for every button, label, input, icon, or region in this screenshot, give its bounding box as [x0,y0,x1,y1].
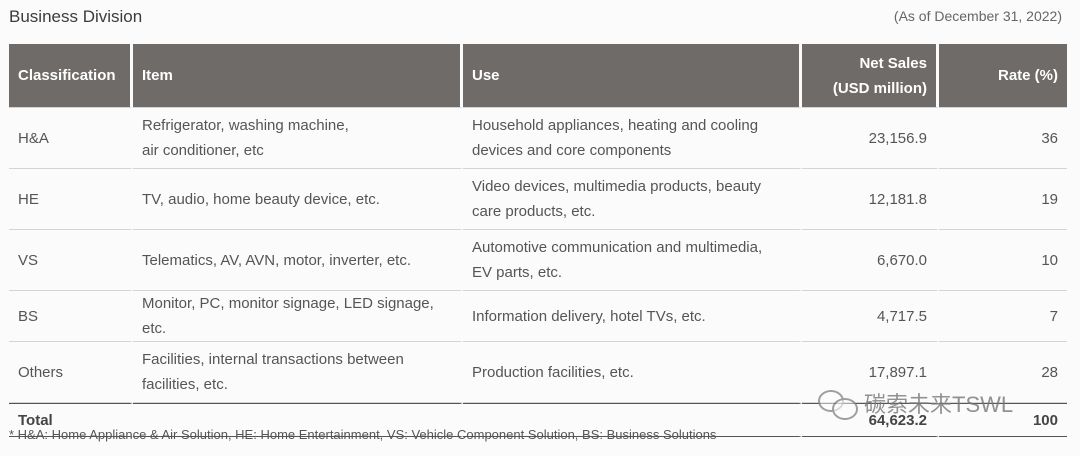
table-total-row: Total 64,623.2 100 [9,403,1067,437]
watermark-text: 碳索未来TSWL [864,392,1014,417]
as-of-date: (As of December 31, 2022) [893,8,1062,24]
table-row: BS Monitor, PC, monitor signage, LED sig… [9,291,1067,342]
cell-item-line2: facilities, etc. [142,376,228,393]
cell-item: Telematics, AV, AVN, motor, inverter, et… [133,230,463,291]
cell-use: Production facilities, etc. [463,342,802,403]
page-title: Business Division [9,7,143,26]
cell-item: Refrigerator, washing machine, air condit… [133,107,463,169]
cell-classification: H&A [9,107,133,169]
business-division-table: Classification Item Use Net Sales (USD m… [9,44,1067,437]
cell-use: Information delivery, hotel TVs, etc. [463,291,802,342]
cell-use-line1: Production facilities, etc. [472,363,634,381]
total-label: Total [9,403,133,437]
chat-bubbles-icon [818,388,858,420]
cell-classification: BS [9,291,133,342]
table-row: Others Facilities, internal transactions… [9,342,1067,403]
cell-rate: 7 [939,291,1067,342]
cell-use-line1: Information delivery, hotel TVs, etc. [472,307,706,325]
cell-item: Monitor, PC, monitor signage, LED signag… [133,291,463,342]
watermark: 碳索未来TSWL [818,387,1014,420]
header-rate: Rate (%) [939,44,1067,107]
cell-use-line1: Automotive communication and multimedia, [472,239,763,256]
cell-classification: VS [9,230,133,291]
table-row: H&A Refrigerator, washing machine, air co… [9,107,1067,169]
cell-item: Facilities, internal transactions betwee… [133,342,463,403]
cell-use-line2: care products, etc. [472,203,596,220]
header-net-sales: Net Sales (USD million) [802,44,939,107]
cell-use: Automotive communication and multimedia,… [463,230,802,291]
cell-item: TV, audio, home beauty device, etc. [133,169,463,230]
cell-use: Video devices, multimedia products, beau… [463,169,802,230]
cell-use-line1: Video devices, multimedia products, beau… [472,178,762,195]
header-net-sales-line2: (USD million) [832,79,927,97]
cell-net-sales: 12,181.8 [802,169,939,230]
total-net-sales: 64,623.2 [802,403,939,437]
cell-rate: 36 [939,107,1067,169]
cell-rate: 28 [939,342,1067,403]
cell-item-line1: Refrigerator, washing machine, [142,117,349,134]
cell-classification: HE [9,169,133,230]
cell-use-line1: Household appliances, heating and coolin… [472,117,759,134]
cell-item-line2: air conditioner, etc [142,142,264,159]
header-use: Use [463,44,802,107]
cell-rate: 10 [939,230,1067,291]
cell-item-line1: Monitor, PC, monitor signage, LED signag… [142,295,434,337]
cell-net-sales: 6,670.0 [802,230,939,291]
cell-item-line1: Telematics, AV, AVN, motor, inverter, et… [142,251,412,269]
cell-net-sales: 4,717.5 [802,291,939,342]
cell-use-line2: EV parts, etc. [472,264,563,281]
cell-net-sales: 23,156.9 [802,107,939,169]
total-item-empty [133,403,463,437]
cell-item-line1: TV, audio, home beauty device, etc. [142,190,380,208]
cell-item-line1: Facilities, internal transactions betwee… [142,351,404,368]
header-item: Item [133,44,463,107]
header-net-sales-line1: Net Sales [859,54,927,72]
cell-use: Household appliances, heating and coolin… [463,107,802,169]
total-rate: 100 [939,403,1067,437]
cell-classification: Others [9,342,133,403]
cell-net-sales: 17,897.1 [802,342,939,403]
total-use-empty [463,403,802,437]
header-classification: Classification [9,44,133,107]
table-header-row: Classification Item Use Net Sales (USD m… [9,44,1067,107]
table-row: HE TV, audio, home beauty device, etc. V… [9,169,1067,230]
cell-use-line2: devices and core components [472,142,672,159]
footnote: * H&A: Home Appliance & Air Solution, HE… [9,427,717,442]
table-row: VS Telematics, AV, AVN, motor, inverter,… [9,230,1067,291]
cell-rate: 19 [939,169,1067,230]
